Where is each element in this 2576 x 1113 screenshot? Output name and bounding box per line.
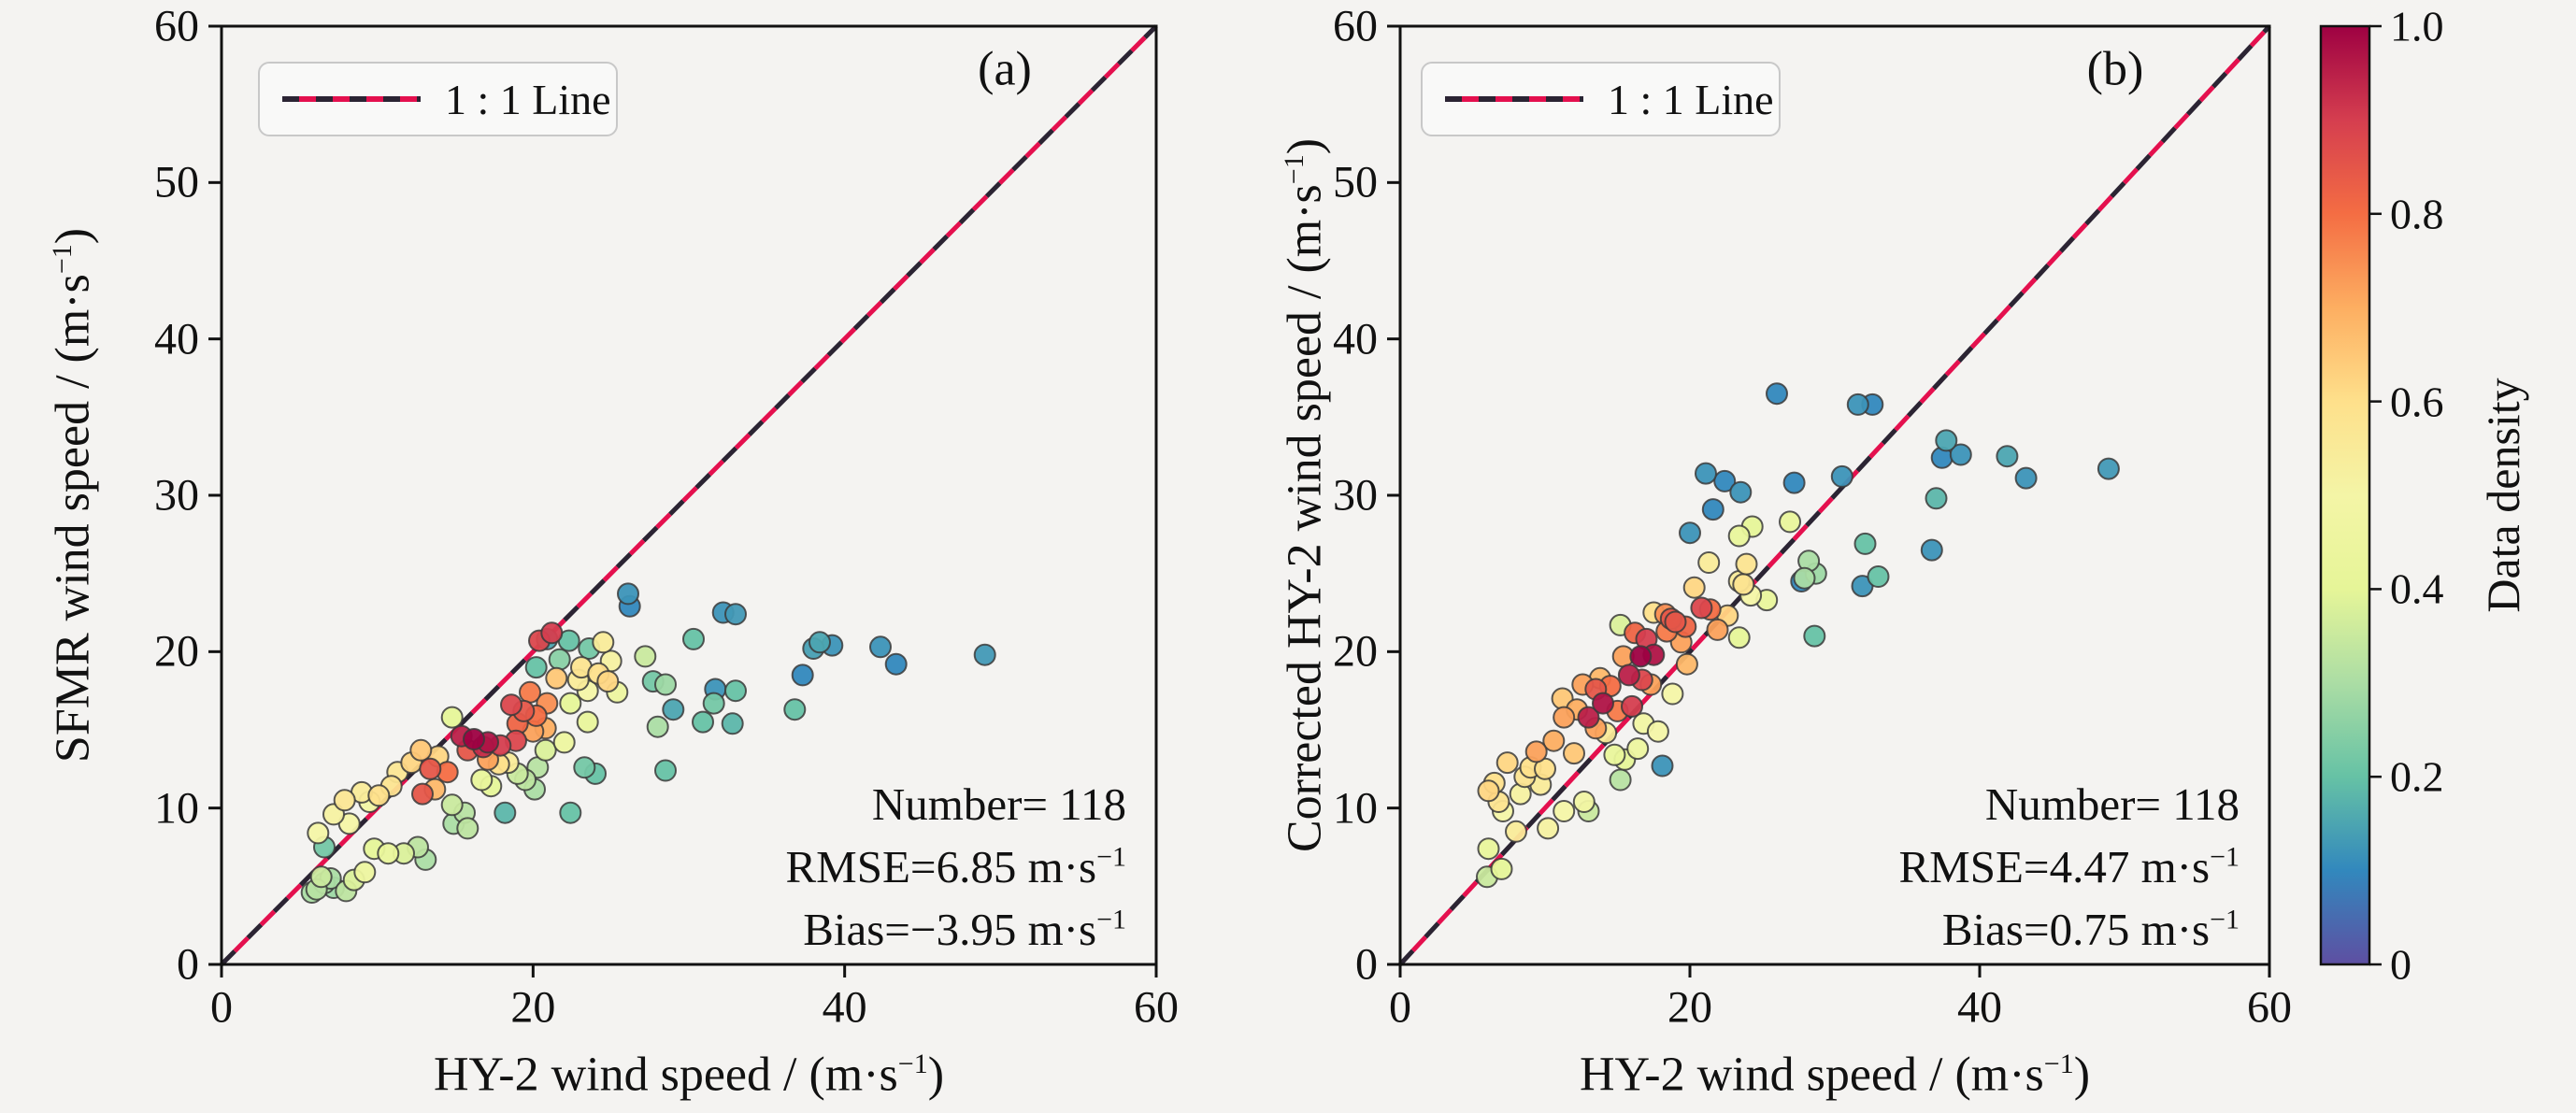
dashed-line-swatch [282, 96, 421, 102]
dashed-line-swatch [1445, 96, 1583, 102]
x-tick-label: 40 [822, 982, 867, 1033]
panel-label-a: (a) [978, 42, 1032, 96]
stat-number-a: Number= 118 [871, 778, 1126, 830]
legend-label: 1 : 1 Line [445, 75, 611, 123]
y-tick-label: 60 [1333, 1, 1378, 51]
y-tick-label: 20 [154, 626, 199, 677]
x-tick-label: 0 [1389, 982, 1411, 1033]
y-tick-label: 0 [1355, 939, 1378, 990]
x-tick-label: 60 [2247, 982, 2292, 1033]
legend-box-b: 1 : 1 Line [1421, 62, 1781, 136]
panel-label-b: (b) [2086, 42, 2144, 96]
y-tick-label: 50 [1333, 157, 1378, 207]
y-tick-label: 10 [1333, 783, 1378, 834]
colorbar-tick-label: 1.0 [2390, 2, 2444, 50]
stat-number-b: Number= 118 [1984, 778, 2240, 830]
colorbar-tick-label: 0.8 [2390, 190, 2444, 238]
y-tick-label: 40 [154, 314, 199, 364]
x-axis-title-b: HY-2 wind speed / (m·s−1) [1579, 1048, 2091, 1102]
y-axis-title-a: SFMR wind speed / (m·s−1) [46, 227, 100, 763]
y-tick-label: 10 [154, 783, 199, 834]
y-tick-label: 40 [1333, 314, 1378, 364]
y-tick-label: 0 [177, 939, 199, 990]
y-axis-title-b: Corrected HY-2 wind speed / (m·s−1) [1278, 137, 1332, 853]
stats-block-a: Number= 118 RMSE=6.85 m·s−1 Bias=−3.95 m… [472, 773, 1127, 961]
y-tick-label: 60 [154, 1, 199, 51]
y-tick-label: 30 [154, 470, 199, 521]
stat-bias-a: Bias=−3.95 m·s−1 [803, 904, 1126, 955]
x-tick-label: 40 [1957, 982, 2002, 1033]
colorbar-tick-label: 0.6 [2390, 378, 2444, 426]
stat-bias-b: Bias=0.75 m·s−1 [1941, 904, 2240, 955]
x-axis-title-a: HY-2 wind speed / (m·s−1) [433, 1048, 945, 1102]
x-tick-label: 20 [1667, 982, 1712, 1033]
colorbar-tick-label: 0.4 [2390, 564, 2444, 613]
stat-rmse-b: RMSE=4.47 m·s−1 [1898, 841, 2240, 892]
legend-label: 1 : 1 Line [1608, 75, 1774, 123]
x-tick-label: 0 [210, 982, 233, 1033]
stat-rmse-a: RMSE=6.85 m·s−1 [785, 841, 1127, 892]
colorbar-tick-label: 0.2 [2390, 752, 2444, 801]
colorbar-title: Data density [2477, 378, 2529, 613]
y-tick-label: 30 [1333, 470, 1378, 521]
y-tick-label: 20 [1333, 626, 1378, 677]
legend-box-a: 1 : 1 Line [258, 62, 618, 136]
y-tick-label: 50 [154, 157, 199, 207]
colorbar-tick-label: 0 [2390, 940, 2411, 989]
x-tick-label: 60 [1134, 982, 1179, 1033]
x-tick-label: 20 [510, 982, 556, 1033]
stats-block-b: Number= 118 RMSE=4.47 m·s−1 Bias=0.75 m·… [1585, 773, 2240, 961]
